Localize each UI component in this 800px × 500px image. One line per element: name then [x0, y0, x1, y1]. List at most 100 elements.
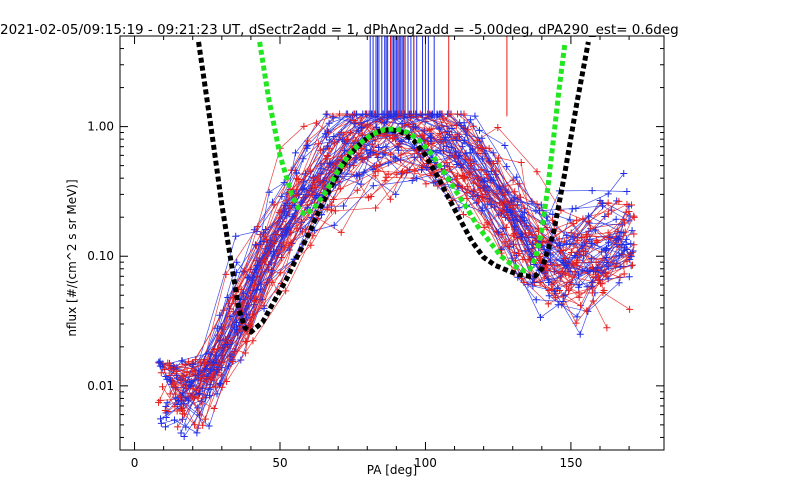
blue-sweep-marker [234, 329, 242, 337]
blue-sweep-marker [265, 188, 273, 196]
blue-sweep-marker [357, 180, 365, 188]
x-tick-label: 150 [559, 456, 582, 470]
blue-sweep-marker [278, 192, 286, 200]
blue-sweep-marker [487, 176, 495, 184]
blue-sweep-marker [280, 179, 288, 187]
red-sweep-marker [577, 301, 585, 309]
red-sweep-marker [161, 366, 169, 374]
blue-sweep-marker [586, 235, 594, 243]
red-sweep-marker [629, 261, 637, 269]
red-sweep-marker [434, 182, 442, 190]
red-sweep-marker [582, 231, 590, 239]
blue-sweep-marker [433, 113, 441, 121]
red-sweep-marker [439, 115, 447, 123]
red-sweep-marker [533, 168, 541, 176]
green-fit-curve [257, 41, 568, 274]
blue-sweep-marker [213, 390, 221, 398]
blue-sweep-marker [205, 422, 213, 430]
red-sweep-marker [382, 132, 390, 140]
red-sweep-marker [565, 286, 573, 294]
red-sweep-marker [494, 124, 502, 132]
red-sweep-marker [367, 193, 375, 201]
black-fit-curve [196, 41, 591, 335]
blue-sweep-marker [524, 280, 532, 288]
red-sweep-marker [568, 260, 576, 268]
chart-title: 2021-02-05/09:15:19 - 09:21:23 UT, dSect… [0, 22, 679, 38]
red-sweep-marker [155, 398, 163, 406]
blue-sweep-marker [457, 161, 465, 169]
blue-sweep-marker [604, 190, 612, 198]
red-sweep-line [173, 162, 608, 410]
red-sweep-marker [559, 247, 567, 255]
red-sweep-marker [626, 305, 634, 313]
blue-sweep-marker [513, 215, 521, 223]
blue-sweep-marker [291, 149, 299, 157]
blue-sweep-marker [487, 200, 495, 208]
red-sweep-marker [477, 144, 485, 152]
red-sweep-marker [511, 188, 519, 196]
blue-sweep-marker [612, 215, 620, 223]
blue-sweep-marker [353, 110, 361, 118]
red-sweep-marker [426, 171, 434, 179]
blue-sweep-marker [532, 296, 540, 304]
red-sweep-marker [447, 110, 455, 118]
blue-sweep-marker [224, 341, 232, 349]
blue-sweep-marker [412, 110, 420, 118]
red-sweep-marker [525, 229, 533, 237]
blue-sweep-marker [360, 168, 368, 176]
red-sweep-marker [385, 131, 393, 139]
blue-sweep-marker [520, 208, 528, 216]
red-sweep-marker [389, 135, 397, 143]
blue-sweep-line [166, 113, 624, 380]
blue-sweep-marker [411, 123, 419, 131]
blue-sweep-marker [501, 141, 509, 149]
red-sweep-marker [603, 324, 611, 332]
red-sweep-marker [602, 270, 610, 278]
red-sweep-marker [323, 152, 331, 160]
blue-sweep-line [170, 113, 630, 387]
y-axis-label: nflux [#/(cm^2 s sr MeV)] [65, 179, 79, 336]
blue-sweep-marker [466, 149, 474, 157]
x-tick-label: 0 [131, 456, 139, 470]
blue-sweep-marker [532, 207, 540, 215]
red-sweep-marker [477, 166, 485, 174]
red-sweep-marker [419, 131, 427, 139]
blue-sweep-marker [417, 166, 425, 174]
red-sweep-marker [593, 239, 601, 247]
blue-sweep-marker [588, 240, 596, 248]
blue-sweep-marker [213, 324, 221, 332]
blue-sweep-marker [478, 134, 486, 142]
red-sweep-marker [192, 386, 200, 394]
blue-sweep-marker [157, 419, 165, 427]
red-sweep-marker [164, 359, 172, 367]
red-sweep-marker [623, 200, 631, 208]
red-sweep-marker [485, 144, 493, 152]
red-sweep-marker [398, 168, 406, 176]
blue-sweep-marker [452, 136, 460, 144]
red-sweep-marker [184, 358, 192, 366]
red-sweep-marker [323, 205, 331, 213]
blue-sweep-marker [162, 372, 170, 380]
blue-sweep-line [165, 113, 603, 407]
red-sweep-marker [241, 349, 249, 357]
blue-sweep-marker [157, 415, 165, 423]
red-sweep-marker [337, 128, 345, 136]
blue-sweep-marker [560, 261, 568, 269]
x-axis-label: PA [deg] [367, 463, 417, 477]
red-sweep-marker [353, 186, 361, 194]
blue-sweep-marker [576, 330, 584, 338]
red-sweep-marker [210, 405, 218, 413]
red-sweep-marker [519, 255, 527, 263]
blue-sweep-marker [562, 240, 570, 248]
red-sweep-marker [307, 241, 315, 249]
blue-sweep-marker [257, 285, 265, 293]
blue-sweep-marker [503, 163, 511, 171]
blue-sweep-marker [155, 358, 163, 366]
red-sweep-marker [548, 216, 556, 224]
blue-sweep-marker [189, 360, 197, 368]
blue-sweep-marker [326, 160, 334, 168]
blue-sweep-marker [178, 357, 186, 365]
red-sweep-line [162, 143, 628, 408]
blue-sweep-marker [156, 362, 164, 370]
red-sweep-marker [381, 177, 389, 185]
